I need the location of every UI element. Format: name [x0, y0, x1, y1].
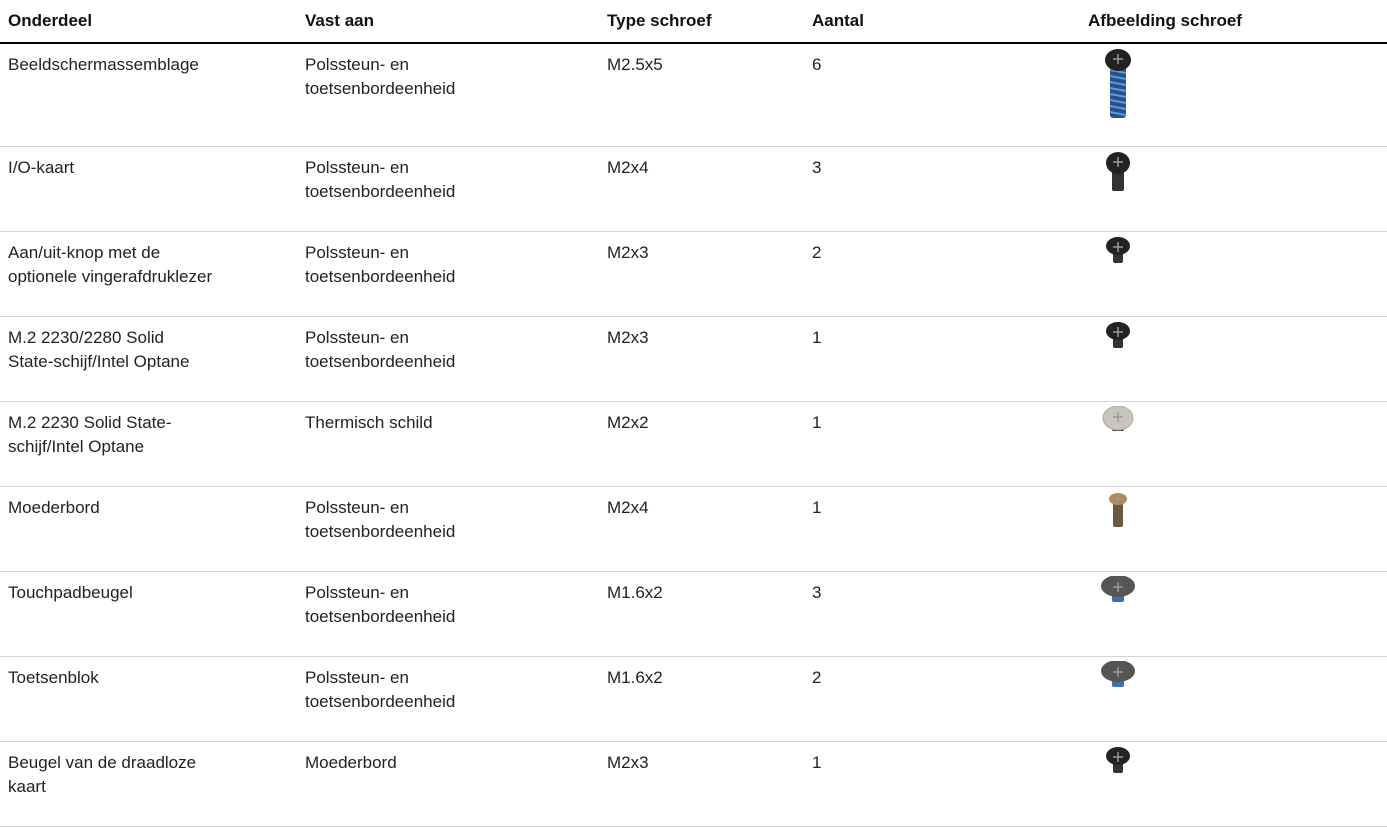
table-cell: M.2 2230 Solid State-schijf/Intel Optane: [0, 401, 297, 486]
table-cell: M2x3: [599, 231, 804, 316]
cell-line: optionele vingerafdruklezer: [8, 265, 297, 289]
cell-line: Moederbord: [305, 751, 599, 775]
table-cell: 2: [804, 656, 1080, 741]
column-header: Onderdeel: [0, 0, 297, 43]
screw-image: [1088, 576, 1148, 656]
table-cell: Thermisch schild: [297, 401, 599, 486]
screw-image: [1088, 151, 1148, 231]
screw-image: [1088, 236, 1148, 316]
screw-table: OnderdeelVast aanType schroefAantalAfbee…: [0, 0, 1387, 827]
column-header: Vast aan: [297, 0, 599, 43]
table-cell: 6: [804, 43, 1080, 146]
table-cell: 1: [804, 401, 1080, 486]
cell-line: toetsenbordeenheid: [305, 180, 599, 204]
image-cell: [1080, 656, 1387, 741]
column-header: Afbeelding schroef: [1080, 0, 1387, 43]
image-cell: [1080, 401, 1387, 486]
table-cell: 3: [804, 146, 1080, 231]
cell-line: Moederbord: [8, 496, 297, 520]
image-cell: [1080, 486, 1387, 571]
cell-line: toetsenbordeenheid: [305, 77, 599, 101]
cell-line: kaart: [8, 775, 297, 799]
screw-image: [1088, 48, 1148, 128]
table-cell: M1.6x2: [599, 571, 804, 656]
cell-line: Polssteun- en: [305, 581, 599, 605]
cell-line: toetsenbordeenheid: [305, 605, 599, 629]
table-cell: I/O-kaart: [0, 146, 297, 231]
screw-image: [1088, 661, 1148, 741]
table-cell: Toetsenblok: [0, 656, 297, 741]
cell-line: Thermisch schild: [305, 411, 599, 435]
cell-line: toetsenbordeenheid: [305, 690, 599, 714]
image-cell: [1080, 146, 1387, 231]
page: OnderdeelVast aanType schroefAantalAfbee…: [0, 0, 1387, 784]
cell-line: Polssteun- en: [305, 156, 599, 180]
table-cell: Touchpadbeugel: [0, 571, 297, 656]
cell-line: Polssteun- en: [305, 53, 599, 77]
screw-image: [1088, 491, 1148, 571]
table-cell: M2x2: [599, 401, 804, 486]
cell-line: Beugel van de draadloze: [8, 751, 297, 775]
column-header: Type schroef: [599, 0, 804, 43]
screw-image: [1088, 406, 1148, 486]
screw-image: [1088, 321, 1148, 401]
column-header: Aantal: [804, 0, 1080, 43]
cell-line: Aan/uit-knop met de: [8, 241, 297, 265]
cell-line: toetsenbordeenheid: [305, 265, 599, 289]
table-cell: 1: [804, 316, 1080, 401]
cell-line: schijf/Intel Optane: [8, 435, 297, 459]
cell-line: M.2 2230 Solid State-: [8, 411, 297, 435]
table-cell: M2x4: [599, 486, 804, 571]
cell-line: toetsenbordeenheid: [305, 350, 599, 374]
cell-line: M.2 2230/2280 Solid: [8, 326, 297, 350]
cell-line: Polssteun- en: [305, 241, 599, 265]
image-cell: [1080, 571, 1387, 656]
screw-image: [1088, 746, 1148, 826]
table-cell: M1.6x2: [599, 656, 804, 741]
cell-line: State-schijf/Intel Optane: [8, 350, 297, 374]
table-row: M.2 2230 Solid State-schijf/Intel Optane…: [0, 401, 1387, 486]
table-cell: M2x4: [599, 146, 804, 231]
cell-line: I/O-kaart: [8, 156, 297, 180]
cell-line: Polssteun- en: [305, 666, 599, 690]
table-cell: M2x3: [599, 316, 804, 401]
cell-line: toetsenbordeenheid: [305, 520, 599, 544]
table-cell: 1: [804, 486, 1080, 571]
table-cell: 3: [804, 571, 1080, 656]
table-cell: 2: [804, 231, 1080, 316]
image-cell: [1080, 316, 1387, 401]
table-cell: M2.5x5: [599, 43, 804, 146]
table-cell: Beeldschermassemblage: [0, 43, 297, 146]
cell-line: Beeldschermassemblage: [8, 53, 297, 77]
table-cell: Moederbord: [0, 486, 297, 571]
image-cell: [1080, 231, 1387, 316]
image-cell: [1080, 43, 1387, 146]
cell-line: Polssteun- en: [305, 496, 599, 520]
cell-line: Toetsenblok: [8, 666, 297, 690]
cell-line: Touchpadbeugel: [8, 581, 297, 605]
cell-line: Polssteun- en: [305, 326, 599, 350]
